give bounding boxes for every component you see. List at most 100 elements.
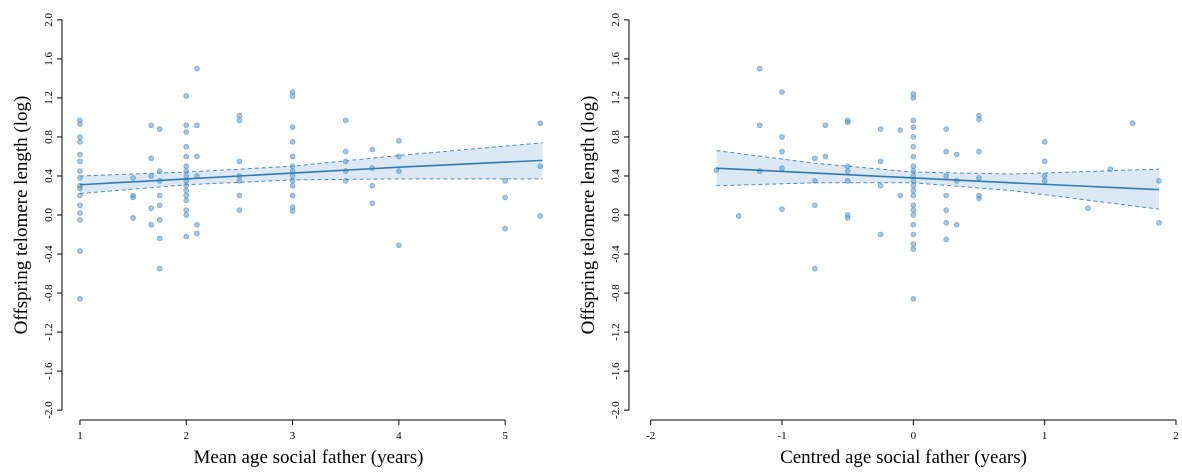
x-axis-label: Centred age social father (years) [780, 447, 1027, 468]
data-point [812, 265, 818, 272]
data-point [289, 192, 296, 199]
data-point [943, 126, 949, 132]
y-tick-label: 1.6 [43, 52, 55, 66]
panel: -2.0 -1.6 -1.2 -0.8 -0.4 0.0 0.4 0.8 1.2 1.6 2.0 Of… [578, 13, 1179, 468]
data-point [943, 207, 949, 213]
y-tick-label: 0.4 [610, 169, 622, 183]
data-point [537, 120, 544, 127]
data-point [779, 89, 785, 95]
data-point [183, 122, 190, 129]
data-point [156, 217, 163, 223]
data-point [953, 221, 960, 228]
data-point [148, 173, 154, 179]
data-point [779, 134, 785, 140]
data-point [910, 153, 917, 160]
data-point [822, 153, 829, 160]
data-point [183, 143, 190, 150]
data-point [910, 117, 917, 124]
data-point [194, 65, 200, 72]
data-point [844, 215, 851, 221]
data-point [396, 168, 402, 174]
data-point [77, 192, 83, 199]
data-point [877, 126, 884, 132]
x-tick-label: 2 [1173, 430, 1179, 442]
fit-line [716, 167, 1159, 191]
data-point [396, 153, 402, 160]
data-point [156, 168, 163, 174]
data-point [910, 95, 917, 101]
data-point [77, 217, 83, 223]
data-point [910, 231, 917, 238]
data-point [910, 246, 917, 252]
x-tick-label: -1 [777, 430, 786, 442]
data-point [1041, 139, 1048, 145]
data-point [910, 163, 917, 170]
data-point [943, 173, 949, 179]
x-tick-label: 0 [911, 430, 917, 442]
data-point [289, 93, 296, 99]
data-point [897, 127, 904, 133]
y-tick-label: -0.4 [610, 245, 622, 263]
data-point [148, 155, 154, 162]
data-point [976, 116, 982, 123]
data-point [236, 192, 243, 199]
data-point [183, 233, 190, 240]
data-point [77, 175, 83, 181]
data-point [910, 202, 917, 209]
x-tick-label: -2 [646, 430, 655, 442]
data-point [77, 139, 83, 145]
data-point [342, 117, 349, 124]
data-point [953, 151, 960, 158]
data-point [537, 163, 544, 170]
x-tick-label: 1 [77, 430, 83, 442]
data-point [77, 151, 83, 158]
data-point [844, 119, 851, 126]
y-axis-label: Offspring telomere length (log) [578, 96, 599, 335]
data-point [910, 178, 917, 184]
data-point [779, 206, 785, 212]
data-point [756, 65, 763, 72]
data-point [1107, 166, 1114, 172]
y-tick-label: -0.8 [610, 284, 622, 302]
data-point [779, 165, 785, 171]
data-point [1085, 205, 1091, 211]
data-point [812, 178, 818, 184]
data-point [877, 158, 884, 165]
data-point [236, 117, 243, 124]
data-point [130, 194, 136, 201]
data-point [910, 221, 917, 228]
y-tick-label: -2.0 [43, 401, 55, 419]
y-tick-label: 1.6 [610, 52, 622, 66]
confidence-band [79, 142, 543, 194]
data-point [756, 122, 763, 129]
data-point [148, 205, 154, 211]
data-point [148, 221, 154, 228]
data-point [537, 213, 544, 219]
data-point [77, 134, 83, 140]
data-point [289, 163, 296, 170]
data-point [236, 207, 243, 213]
data-point [1156, 178, 1162, 184]
x-tick-label: 1 [1042, 430, 1048, 442]
data-point [77, 168, 83, 174]
data-point [156, 265, 163, 272]
data-point [194, 221, 200, 228]
data-point [910, 124, 917, 130]
data-point [183, 93, 190, 99]
x-tick-label: 3 [290, 430, 296, 442]
y-tick-label: 0.8 [610, 130, 622, 144]
data-point [77, 296, 83, 302]
data-point [369, 146, 376, 153]
data-point [77, 121, 83, 128]
panel: -2.0 -1.6 -1.2 -0.8 -0.4 0.0 0.4 0.8 1.2 1.6 2.0 Of… [11, 13, 544, 468]
data-point [1156, 220, 1162, 226]
data-point [289, 139, 296, 145]
data-point [812, 202, 818, 209]
data-point [910, 241, 917, 248]
data-point [910, 143, 917, 150]
data-point [130, 215, 136, 221]
data-point [77, 202, 83, 209]
data-point [910, 182, 917, 189]
data-point [289, 208, 296, 214]
